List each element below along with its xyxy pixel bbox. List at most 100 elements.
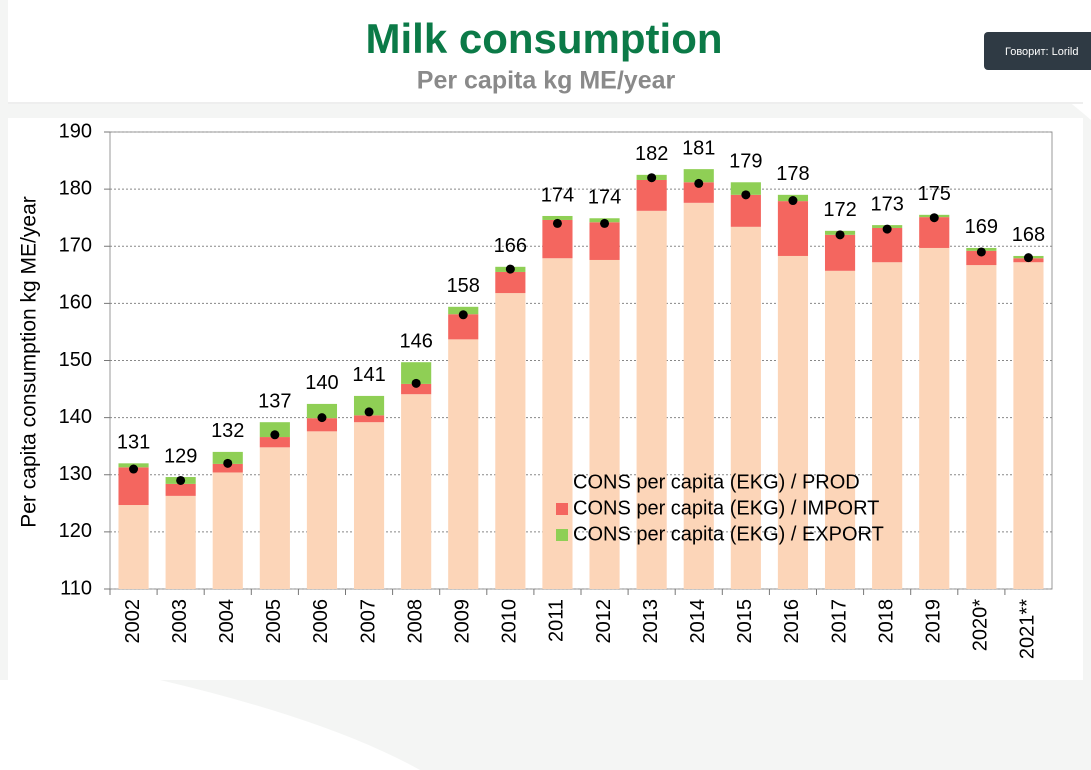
x-tick-label: 2009: [452, 599, 474, 644]
bar-segment: [683, 169, 714, 183]
y-tick-label: 130: [59, 463, 92, 485]
total-dot: [835, 230, 845, 240]
x-tick-label: 2003: [169, 599, 191, 644]
total-dot: [270, 430, 280, 440]
bar-segment: [353, 395, 385, 416]
total-dot: [223, 458, 233, 468]
bar-segment: [259, 447, 290, 589]
bar-segment: [306, 431, 338, 589]
total-label: 178: [776, 163, 809, 185]
total-dot: [929, 213, 939, 223]
bar-segment: [401, 383, 432, 395]
bar-segment: [636, 179, 667, 211]
x-tick-label: 2014: [687, 599, 709, 644]
total-label: 174: [541, 184, 574, 206]
total-label: 158: [447, 275, 480, 297]
bar-segment: [966, 250, 997, 266]
bar-segment: [1013, 262, 1044, 589]
total-label: 174: [588, 187, 621, 209]
bar-segment: [118, 505, 149, 589]
bar-segment: [730, 182, 761, 195]
x-tick-label: 2006: [310, 599, 332, 644]
y-tick-label: 110: [60, 577, 92, 599]
total-dot: [129, 464, 139, 474]
bar-segment: [683, 182, 714, 203]
bar-segment: [448, 339, 479, 589]
x-tick-label: 2005: [263, 599, 285, 644]
total-dot: [458, 310, 468, 320]
speaker-badge-text: Говорит: Lorild: [1005, 46, 1079, 58]
total-dot: [976, 247, 986, 257]
bar-segment: [542, 215, 573, 220]
bar-segment: [401, 394, 432, 589]
total-label: 181: [682, 137, 715, 159]
y-tick-label: 170: [59, 235, 92, 257]
y-tick-label: 180: [59, 177, 92, 199]
bar-segment: [872, 262, 903, 589]
bar-segment: [495, 271, 526, 294]
total-label: 131: [117, 432, 150, 454]
bar-segment: [683, 202, 714, 589]
x-tick-label: 2010: [499, 599, 521, 644]
bar-segment: [589, 259, 620, 589]
total-label: 166: [494, 235, 527, 257]
x-tick-label: 2002: [122, 599, 144, 644]
bar-segment: [353, 422, 385, 589]
x-tick-label: 2017: [828, 599, 850, 644]
total-label: 137: [258, 390, 291, 412]
legend-swatch: [556, 503, 568, 515]
bar-segment: [259, 422, 290, 438]
bar-segment: [966, 265, 997, 589]
total-dot: [882, 224, 892, 234]
total-label: 132: [211, 420, 244, 442]
total-dot: [364, 407, 374, 417]
y-tick-label: 120: [59, 520, 92, 542]
y-axis-label: Per capita consumption kg ME/year: [18, 196, 41, 528]
total-label: 146: [399, 330, 432, 352]
x-tick-label: 2012: [593, 599, 615, 644]
total-dot: [741, 190, 751, 200]
total-dot: [647, 173, 657, 183]
total-label: 172: [823, 199, 856, 221]
bar-segment: [118, 467, 149, 506]
bar-segment: [824, 270, 856, 589]
total-label: 173: [870, 193, 903, 215]
legend-label: CONS per capita (EKG) / PROD: [573, 471, 860, 493]
bar-segment: [212, 463, 243, 473]
y-tick-label: 140: [59, 406, 92, 428]
x-tick-label: 2019: [923, 599, 945, 644]
x-tick-label: 2011: [546, 599, 568, 642]
total-dot: [176, 475, 186, 485]
speaker-badge: [984, 32, 1091, 70]
y-tick-label: 160: [59, 292, 92, 314]
decor-shape: [0, 680, 420, 770]
bar-segment: [824, 234, 856, 271]
bar-segment: [919, 217, 950, 248]
legend-label: CONS per capita (EKG) / IMPORT: [573, 497, 879, 519]
total-dot: [694, 178, 704, 188]
bar-segment: [495, 293, 526, 589]
bar-segment: [401, 362, 432, 384]
total-label: 129: [164, 445, 197, 467]
legend-swatch: [556, 529, 568, 541]
total-dot: [788, 196, 798, 206]
bar-segment: [306, 418, 338, 432]
title-area: [8, 0, 1083, 104]
total-label: 141: [352, 364, 385, 386]
x-tick-label: 2021**: [1017, 599, 1039, 659]
bar-segment: [259, 437, 290, 448]
total-label: 140: [305, 372, 338, 394]
bar-segment: [730, 194, 761, 227]
x-tick-label: 2007: [357, 599, 379, 644]
bar-segment: [165, 483, 196, 496]
total-dot: [317, 413, 327, 423]
total-label: 179: [729, 151, 762, 173]
total-label: 182: [635, 143, 668, 165]
x-tick-label: 2018: [875, 599, 897, 644]
bar-segment: [212, 472, 243, 589]
chart-title: Milk consumption: [366, 15, 723, 62]
bar-segment: [777, 255, 809, 589]
x-tick-label: 2016: [781, 599, 803, 644]
